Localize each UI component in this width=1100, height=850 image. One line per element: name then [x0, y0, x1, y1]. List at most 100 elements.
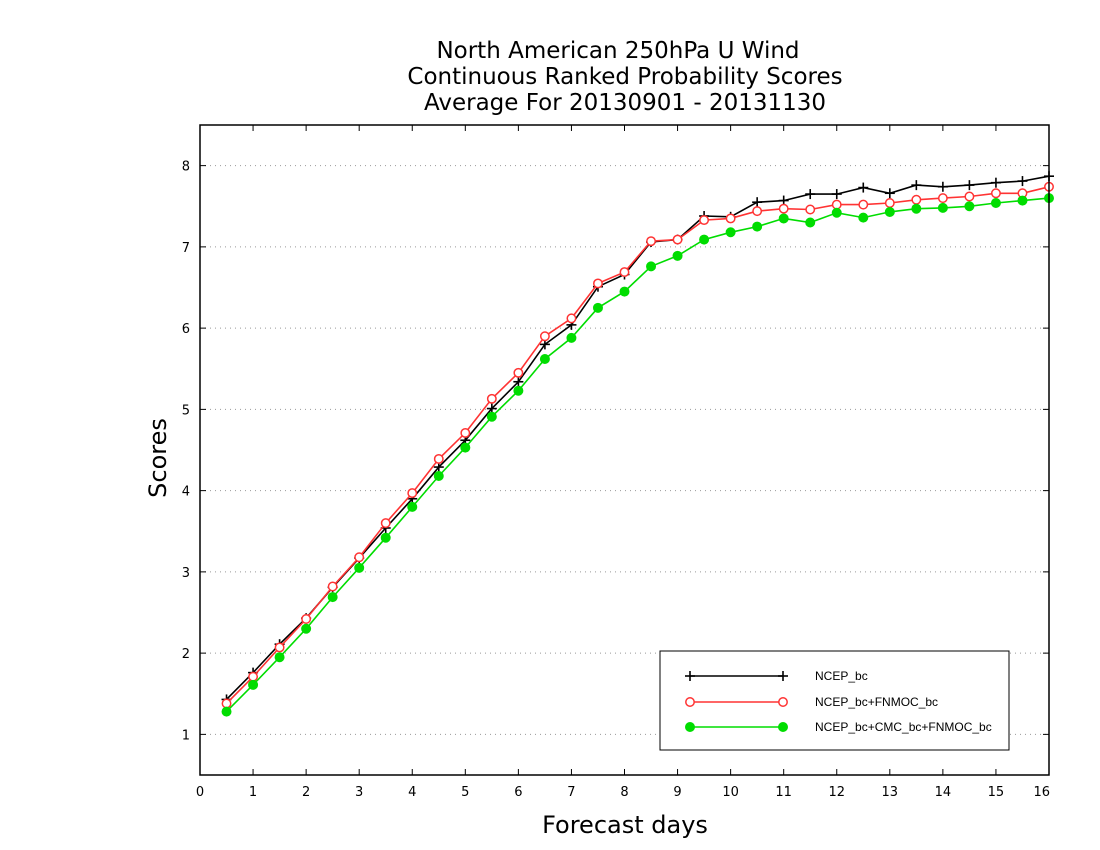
- data-point: [407, 488, 418, 499]
- data-point: [1017, 176, 1028, 187]
- data-point: [911, 203, 922, 214]
- data-point: [805, 189, 816, 200]
- series-layer: [221, 171, 1054, 717]
- series-line: [225, 197, 1050, 713]
- x-tick-label: 1: [249, 785, 257, 800]
- x-tick-label: 16: [1033, 785, 1050, 800]
- legend-box: [659, 650, 1010, 751]
- y-tick-label: 1: [182, 728, 190, 743]
- data-point: [990, 177, 1001, 188]
- data-point: [699, 215, 710, 226]
- data-point: [884, 206, 895, 217]
- legend-entry: NCEP_bc: [685, 669, 868, 683]
- data-point: [566, 313, 577, 324]
- x-tick-label: 7: [567, 785, 575, 800]
- data-point: [858, 212, 869, 223]
- data-point: [221, 698, 232, 709]
- data-point: [619, 286, 630, 297]
- data-point: [778, 213, 789, 224]
- x-tick-label: 3: [355, 785, 363, 800]
- y-tick-label: 5: [182, 403, 190, 418]
- data-point: [460, 442, 471, 453]
- x-axis-label: Forecast days: [542, 811, 708, 839]
- data-point: [513, 385, 524, 396]
- legend-label: NCEP_bc: [815, 669, 868, 683]
- x-tick-label: 2: [302, 785, 310, 800]
- legend-label: NCEP_bc+CMC_bc+FNMOC_bc: [815, 720, 992, 734]
- x-tick-label: 15: [988, 785, 1005, 800]
- x-tick-label: 8: [620, 785, 628, 800]
- data-point: [433, 453, 444, 464]
- data-point: [1017, 195, 1028, 206]
- legend-marker: [685, 671, 695, 681]
- legend-marker: [685, 722, 695, 732]
- series-line: [225, 186, 1050, 705]
- y-tick-label: 7: [182, 241, 190, 256]
- data-point: [937, 202, 948, 213]
- legend-marker: [685, 697, 695, 707]
- data-point: [274, 652, 285, 663]
- data-point: [884, 198, 895, 208]
- data-point: [752, 206, 763, 217]
- data-point: [672, 234, 683, 245]
- data-point: [646, 261, 657, 272]
- data-point: [486, 411, 497, 422]
- y-axis-label: Scores: [144, 418, 172, 498]
- plot-frame: [199, 124, 1050, 776]
- data-point: [937, 181, 948, 192]
- data-point: [858, 182, 869, 193]
- legend-entry: NCEP_bc+CMC_bc+FNMOC_bc: [685, 720, 992, 734]
- legend: NCEP_bc NCEP_bc+FNMOC_bc NCEP_bc+CMC_bc+FN…: [659, 650, 1010, 751]
- data-point: [752, 221, 763, 232]
- chart-title-line-2: Continuous Ranked Probability Scores: [407, 64, 842, 90]
- x-tick-label: 4: [408, 785, 416, 800]
- data-point: [805, 204, 816, 215]
- data-point: [990, 188, 1001, 199]
- x-tick-label: 6: [514, 785, 522, 800]
- data-point: [486, 393, 497, 404]
- data-point: [831, 207, 842, 218]
- x-tick-label: 12: [828, 785, 845, 800]
- data-point: [354, 552, 365, 563]
- y-tick-label: 8: [182, 160, 190, 175]
- data-point: [407, 501, 418, 512]
- data-point: [805, 217, 816, 228]
- data-point: [566, 332, 577, 343]
- legend-entry: NCEP_bc+FNMOC_bc: [685, 695, 938, 709]
- data-point: [248, 671, 259, 682]
- data-point: [301, 614, 312, 624]
- data-point: [433, 471, 444, 481]
- legend-marker: [778, 697, 788, 707]
- data-point: [884, 188, 895, 199]
- series-1: [221, 181, 1054, 709]
- data-point: [672, 250, 683, 261]
- y-gridlines: [200, 165, 1049, 735]
- y-tick-label: 6: [182, 322, 190, 337]
- data-point: [911, 194, 922, 205]
- data-point: [725, 227, 736, 238]
- data-point: [725, 213, 736, 224]
- x-tick-label: 11: [775, 785, 792, 800]
- data-point: [248, 679, 259, 690]
- data-point: [964, 191, 975, 202]
- data-point: [831, 189, 842, 200]
- data-point: [327, 581, 338, 592]
- data-point: [646, 236, 656, 247]
- data-point: [990, 198, 1001, 208]
- data-point: [460, 427, 471, 438]
- legend-marker: [778, 671, 788, 681]
- data-point: [513, 376, 524, 387]
- data-point: [619, 267, 630, 278]
- data-point: [752, 197, 763, 208]
- legend-marker: [778, 722, 788, 732]
- chart-title: North American 250hPa U Wind Continuous …: [407, 38, 842, 116]
- data-point: [964, 201, 975, 212]
- series-0: [221, 171, 1054, 705]
- x-tick-label: 0: [196, 785, 204, 800]
- legend-label: NCEP_bc+FNMOC_bc: [815, 695, 938, 709]
- series-2: [221, 193, 1054, 717]
- series-line: [225, 175, 1050, 700]
- x-tick-label: 10: [722, 785, 739, 800]
- data-point: [221, 706, 232, 717]
